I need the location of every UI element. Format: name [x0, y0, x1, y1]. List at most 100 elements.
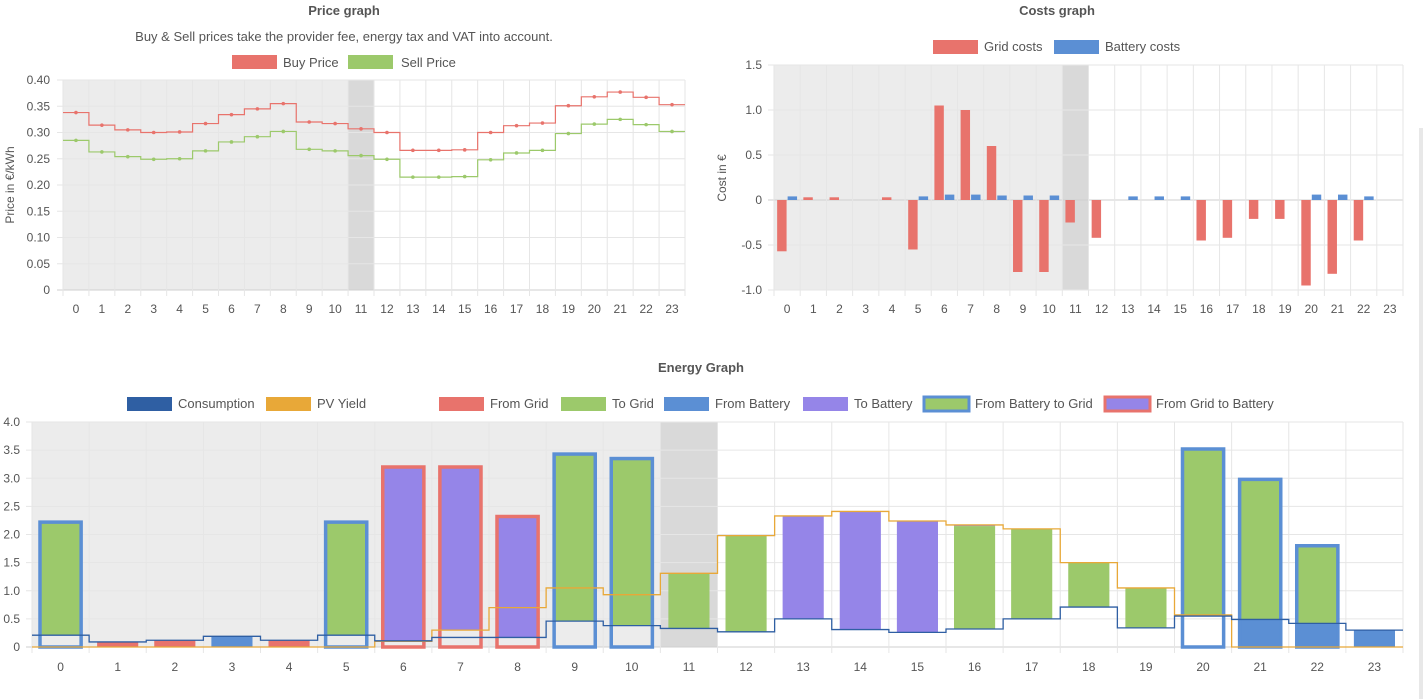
buy-price-point — [359, 127, 363, 131]
costs-legend[interactable]: Grid costs Battery costs — [933, 39, 1181, 54]
x-tick-label: 8 — [280, 302, 287, 316]
x-tick-label: 22 — [1357, 302, 1371, 316]
consumption-legend-label[interactable]: Consumption — [178, 396, 255, 411]
to-grid-legend-swatch[interactable] — [561, 397, 606, 411]
to-grid-bar — [611, 458, 653, 626]
sell-price-point — [333, 149, 337, 153]
buy-price-point — [229, 112, 234, 117]
price-chart-title: Price graph — [308, 3, 380, 18]
grid-cost-bar — [908, 200, 918, 250]
grid-cost-bar — [986, 146, 997, 200]
sell-price-point — [100, 150, 104, 154]
battery-cost-bar — [971, 194, 981, 200]
x-tick-label: 10 — [1043, 302, 1057, 316]
from-battery-legend-swatch[interactable] — [664, 397, 709, 411]
battery-costs-legend-label[interactable]: Battery costs — [1105, 39, 1181, 54]
pv-yield-legend-label[interactable]: PV Yield — [317, 396, 366, 411]
x-tick-label: 8 — [514, 660, 521, 674]
battery-cost-bar — [944, 194, 955, 200]
to-battery-bar — [439, 467, 482, 631]
y-tick-label: 3.5 — [3, 443, 20, 457]
y-tick-label: 0.5 — [745, 148, 762, 162]
x-tick-label: 8 — [993, 302, 1000, 316]
buy-price-legend-label[interactable]: Buy Price — [283, 55, 339, 70]
sell-price-point — [618, 117, 623, 122]
grid-cost-bar — [1196, 200, 1206, 241]
sell-price-point — [125, 154, 130, 159]
buy-price-point — [488, 130, 493, 135]
from-grid-legend-swatch[interactable] — [439, 397, 484, 411]
x-tick-label: 2 — [836, 302, 843, 316]
battery-cost-bar — [918, 196, 929, 200]
grid-to-battery-outline — [495, 514, 540, 649]
pv-yield-legend-swatch[interactable] — [266, 397, 311, 411]
grid-cost-bar — [829, 197, 839, 200]
x-tick-label: 9 — [1020, 302, 1027, 316]
y-tick-label: 0.05 — [27, 257, 51, 271]
from-grid-bar — [97, 641, 139, 647]
battery-to-grid-outline — [609, 456, 655, 649]
sell-price-legend-label[interactable]: Sell Price — [401, 55, 456, 70]
battery-to-grid-outline — [1180, 447, 1226, 649]
grid-cost-bar — [1248, 200, 1259, 219]
buy-price-point — [670, 102, 674, 107]
x-tick-label: 19 — [562, 302, 576, 316]
grid-to-battery-legend-label[interactable]: From Grid to Battery — [1156, 396, 1274, 411]
x-tick-label: 11 — [1069, 302, 1082, 316]
y-tick-label: 0.20 — [27, 178, 51, 192]
costs-plot-area: 1.51.00.50-0.5-1.00 1 2 3 4 5 6 7 8 9 10 11 12 13 14 15… — [741, 58, 1404, 316]
from-grid-bar — [154, 640, 196, 647]
y-tick-label: 0 — [43, 283, 50, 297]
x-tick-label: 17 — [1025, 660, 1039, 674]
grid-costs-legend-swatch[interactable] — [933, 40, 978, 54]
grid-cost-bar — [777, 200, 787, 252]
sell-price-line — [63, 118, 685, 178]
battery-cost-bar — [1364, 196, 1374, 200]
battery-cost-bar — [997, 195, 1007, 200]
from-battery-legend-label[interactable]: From Battery — [715, 396, 791, 411]
sell-price-point — [307, 147, 312, 152]
sell-price-point — [436, 175, 441, 179]
from-battery-bar — [211, 636, 253, 647]
grid-cost-bar — [1275, 200, 1285, 219]
to-grid-bar — [1296, 545, 1338, 624]
grid-costs-legend-label[interactable]: Grid costs — [984, 39, 1043, 54]
to-grid-bar — [554, 454, 596, 622]
x-tick-label: 0 — [73, 302, 80, 316]
buy-price-legend-swatch[interactable] — [232, 55, 277, 69]
to-grid-legend-label[interactable]: To Grid — [612, 396, 654, 411]
from-grid-legend-label[interactable]: From Grid — [490, 396, 549, 411]
to-battery-bar — [839, 511, 881, 630]
x-tick-label: 10 — [625, 660, 639, 674]
grid-to-battery-outline — [438, 465, 483, 649]
buy-price-point — [385, 130, 389, 135]
energy-legend[interactable]: Consumption PV Yield From Grid To Grid F… — [127, 395, 1274, 413]
page-scrollbar[interactable] — [1419, 128, 1423, 699]
to-battery-legend-label[interactable]: To Battery — [854, 396, 913, 411]
sell-price-legend-swatch[interactable] — [348, 55, 393, 69]
battery-to-grid-legend-swatch[interactable] — [922, 395, 971, 413]
to-grid-bar — [39, 522, 82, 636]
battery-to-grid-legend-label[interactable]: From Battery to Grid — [975, 396, 1093, 411]
x-tick-label: 11 — [683, 660, 696, 674]
sell-price-point — [540, 148, 545, 153]
buy-price-point — [125, 128, 130, 132]
x-tick-label: 16 — [484, 302, 498, 316]
buy-price-point — [618, 90, 623, 94]
y-tick-label: 0.30 — [27, 126, 51, 140]
energy-plot-area: 4.03.53.02.52.01.51.00.500 1 2 3 4 5 6 7 8 9 10 11 1… — [3, 415, 1404, 674]
to-battery-legend-swatch[interactable] — [803, 397, 848, 411]
price-legend[interactable]: Buy Price Sell Price — [232, 55, 456, 70]
x-tick-label: 9 — [571, 660, 578, 674]
y-tick-label: 1.0 — [3, 584, 20, 598]
grid-cost-bar — [1327, 200, 1337, 274]
battery-to-grid-outline — [552, 452, 598, 649]
costs-chart: Costs graph Grid costs Battery costs Cos… — [715, 3, 1404, 316]
to-grid-bar — [1182, 449, 1224, 617]
grid-cost-bar — [803, 197, 813, 200]
battery-costs-legend-swatch[interactable] — [1054, 40, 1099, 54]
grid-to-battery-legend-swatch[interactable] — [1103, 395, 1152, 413]
buy-price-point — [436, 148, 441, 153]
buy-price-point — [100, 123, 104, 127]
consumption-legend-swatch[interactable] — [127, 397, 172, 411]
